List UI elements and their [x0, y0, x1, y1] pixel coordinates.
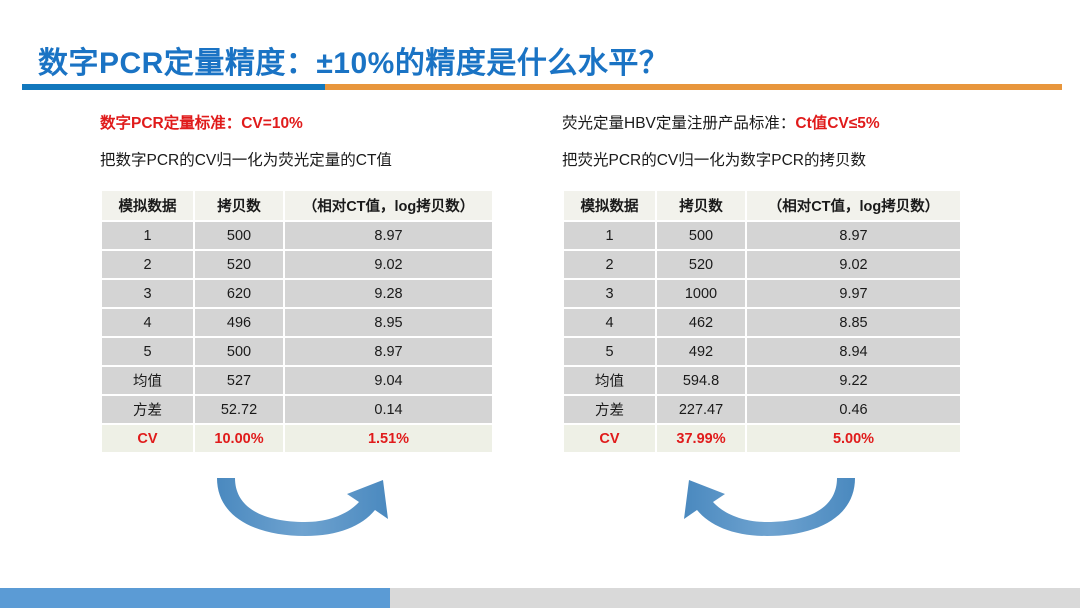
- cell-cv-label: CV: [100, 423, 195, 455]
- cell-sample: 1: [100, 220, 195, 252]
- cell-ct: 9.28: [283, 278, 494, 310]
- cell-sample: 3: [100, 278, 195, 310]
- cell-ct: 0.46: [745, 394, 962, 426]
- column-header-sample: 模拟数据: [562, 189, 657, 223]
- table-row: 5 492 8.94: [562, 336, 962, 368]
- cell-ct: 8.97: [745, 220, 962, 252]
- footer-blue-segment: [0, 588, 390, 608]
- cell-ct: 9.22: [745, 365, 962, 397]
- cell-cv-copies: 10.00%: [193, 423, 285, 455]
- cell-ct: 9.97: [745, 278, 962, 310]
- column-header-ct: （相对CT值，log拷贝数）: [283, 189, 494, 223]
- right-heading-value: Ct值CV≤5%: [795, 115, 880, 132]
- cell-copies: 496: [193, 307, 285, 339]
- cell-ct: 8.94: [745, 336, 962, 368]
- cell-copies: 500: [193, 336, 285, 368]
- table-header-row: 模拟数据 拷贝数 （相对CT值，log拷贝数）: [562, 189, 962, 223]
- title-underline-rule: [22, 84, 1062, 90]
- cell-copies: 500: [655, 220, 747, 252]
- cell-ct: 9.04: [283, 365, 494, 397]
- cell-cv-copies: 37.99%: [655, 423, 747, 455]
- cell-sample: 5: [100, 336, 195, 368]
- cell-copies: 527: [193, 365, 285, 397]
- table-row: 2 520 9.02: [562, 249, 962, 281]
- cell-cv-ct: 1.51%: [283, 423, 494, 455]
- left-heading-value: CV=10%: [241, 115, 303, 132]
- left-panel-heading: 数字PCR定量标准：CV=10%: [100, 112, 505, 136]
- cell-ct: 8.97: [283, 336, 494, 368]
- table-row: 5 500 8.97: [100, 336, 494, 368]
- table-row: 2 520 9.02: [100, 249, 494, 281]
- table-header-row: 模拟数据 拷贝数 （相对CT值，log拷贝数）: [100, 189, 494, 223]
- right-panel-heading: 荧光定量HBV定量注册产品标准：Ct值CV≤5%: [562, 112, 967, 136]
- right-panel-subtitle: 把荧光PCR的CV归一化为数字PCR的拷贝数: [562, 152, 866, 170]
- table-row: 3 620 9.28: [100, 278, 494, 310]
- table-row: 1 500 8.97: [100, 220, 494, 252]
- table-row-variance: 方差 52.72 0.14: [100, 394, 494, 426]
- cell-ct: 9.02: [745, 249, 962, 281]
- cell-sample: 1: [562, 220, 657, 252]
- cell-sample: 2: [562, 249, 657, 281]
- cell-copies: 462: [655, 307, 747, 339]
- right-data-table: 模拟数据 拷贝数 （相对CT值，log拷贝数） 1 500 8.97 2 520…: [562, 189, 962, 455]
- table-row-variance: 方差 227.47 0.46: [562, 394, 962, 426]
- column-header-copies: 拷贝数: [655, 189, 747, 223]
- table-row: 1 500 8.97: [562, 220, 962, 252]
- footer-gray-segment: [390, 588, 1080, 608]
- title-rule-orange-segment: [325, 84, 1062, 90]
- cell-ct: 9.02: [283, 249, 494, 281]
- curved-arrow-left-icon: [684, 478, 855, 536]
- cell-ct: 0.14: [283, 394, 494, 426]
- table-row: 4 462 8.85: [562, 307, 962, 339]
- right-heading-lead: 荧光定量HBV定量注册产品标准：: [562, 115, 796, 132]
- table-row-cv: CV 37.99% 5.00%: [562, 423, 962, 455]
- cell-ct: 8.97: [283, 220, 494, 252]
- cell-copies: 52.72: [193, 394, 285, 426]
- cell-ct: 8.95: [283, 307, 494, 339]
- cell-copies: 520: [655, 249, 747, 281]
- cell-ct: 8.85: [745, 307, 962, 339]
- table-row-mean: 均值 527 9.04: [100, 365, 494, 397]
- cell-sample: 5: [562, 336, 657, 368]
- cell-sample: 方差: [562, 394, 657, 426]
- left-data-table: 模拟数据 拷贝数 （相对CT值，log拷贝数） 1 500 8.97 2 520…: [100, 189, 494, 455]
- arrow-right-path: [684, 478, 855, 536]
- cell-sample: 4: [100, 307, 195, 339]
- table-row: 3 1000 9.97: [562, 278, 962, 310]
- column-header-ct: （相对CT值，log拷贝数）: [745, 189, 962, 223]
- cell-sample: 均值: [100, 365, 195, 397]
- cell-cv-ct: 5.00%: [745, 423, 962, 455]
- curved-arrow-right-icon: [217, 478, 388, 536]
- arrow-left-path: [217, 478, 388, 536]
- left-panel: 数字PCR定量标准：CV=10% 把数字PCR的CV归一化为荧光定量的CT值 模…: [100, 112, 505, 455]
- left-heading-lead: 数字PCR定量标准：: [100, 115, 242, 132]
- cell-copies: 227.47: [655, 394, 747, 426]
- footer-bar: [0, 588, 1080, 608]
- cell-copies: 520: [193, 249, 285, 281]
- table-row-cv: CV 10.00% 1.51%: [100, 423, 494, 455]
- column-header-sample: 模拟数据: [100, 189, 195, 223]
- cell-cv-label: CV: [562, 423, 657, 455]
- table-row: 4 496 8.95: [100, 307, 494, 339]
- cell-sample: 4: [562, 307, 657, 339]
- left-panel-subtitle: 把数字PCR的CV归一化为荧光定量的CT值: [100, 152, 392, 170]
- right-panel: 荧光定量HBV定量注册产品标准：Ct值CV≤5% 把荧光PCR的CV归一化为数字…: [562, 112, 967, 455]
- cell-sample: 2: [100, 249, 195, 281]
- cell-sample: 均值: [562, 365, 657, 397]
- cell-sample: 方差: [100, 394, 195, 426]
- cell-copies: 594.8: [655, 365, 747, 397]
- cell-copies: 1000: [655, 278, 747, 310]
- page-title: 数字PCR定量精度：±10%的精度是什么水平？: [38, 47, 670, 80]
- column-header-copies: 拷贝数: [193, 189, 285, 223]
- title-rule-blue-segment: [22, 84, 325, 90]
- cell-copies: 620: [193, 278, 285, 310]
- cell-copies: 492: [655, 336, 747, 368]
- cell-sample: 3: [562, 278, 657, 310]
- cell-copies: 500: [193, 220, 285, 252]
- table-row-mean: 均值 594.8 9.22: [562, 365, 962, 397]
